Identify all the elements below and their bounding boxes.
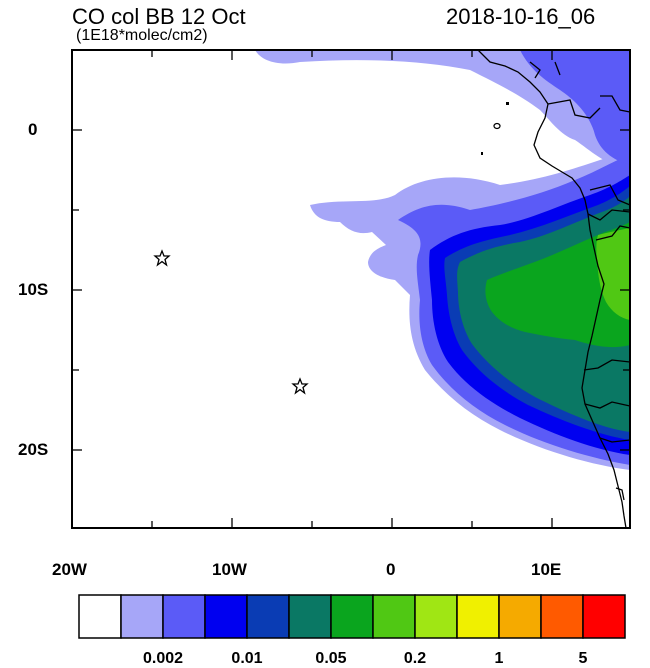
colorbar-swatch <box>246 594 290 639</box>
lon-label-20w: 20W <box>52 560 87 579</box>
colorbar-swatch <box>540 594 584 639</box>
colorbar-label: 0.05 <box>315 650 347 667</box>
map-timestamp: 2018-10-16_06 <box>446 4 596 29</box>
plot-area <box>72 50 630 528</box>
colorbar-swatch <box>78 594 122 639</box>
colorbar-swatch <box>372 594 416 639</box>
colorbar-label: 0.01 <box>231 650 263 667</box>
colorbar-label: 1 <box>494 650 504 667</box>
co-field-02 <box>596 228 630 320</box>
lon-label-10e: 10E <box>531 560 562 579</box>
colorbar-swatch <box>456 594 500 639</box>
colorbar-swatch <box>288 594 332 639</box>
colorbar-swatch <box>120 594 164 639</box>
lon-label-0: 0 <box>386 560 396 579</box>
colorbar-label: 0.002 <box>142 650 184 667</box>
star-marker-1 <box>153 249 171 267</box>
colorbar-label: 5 <box>578 650 588 667</box>
co-field-01 <box>485 222 630 348</box>
star-marker-2 <box>291 377 309 395</box>
lon-label-10w: 10W <box>212 560 247 579</box>
islands <box>481 102 509 155</box>
axis-ticks <box>71 49 630 528</box>
coastline <box>477 50 630 528</box>
colorbar <box>78 594 626 639</box>
colorbar-swatch <box>162 594 206 639</box>
lat-label-0: 0 <box>28 120 38 139</box>
colorbar-swatch <box>204 594 248 639</box>
colorbar-swatch <box>414 594 458 639</box>
map-title: CO col BB 12 Oct <box>72 4 246 29</box>
colorbar-swatch <box>498 594 542 639</box>
lat-label-10s: 10S <box>18 280 49 299</box>
colorbar-swatch <box>330 594 374 639</box>
co-field-north-mid <box>520 50 630 165</box>
map-units: (1E18*molec/cm2) <box>76 27 208 44</box>
colorbar-swatch <box>582 594 626 639</box>
map-frame <box>71 49 631 529</box>
co-field-north-light <box>255 50 630 170</box>
lat-label-20s: 20S <box>18 440 49 459</box>
colorbar-label: 0.2 <box>403 650 427 667</box>
